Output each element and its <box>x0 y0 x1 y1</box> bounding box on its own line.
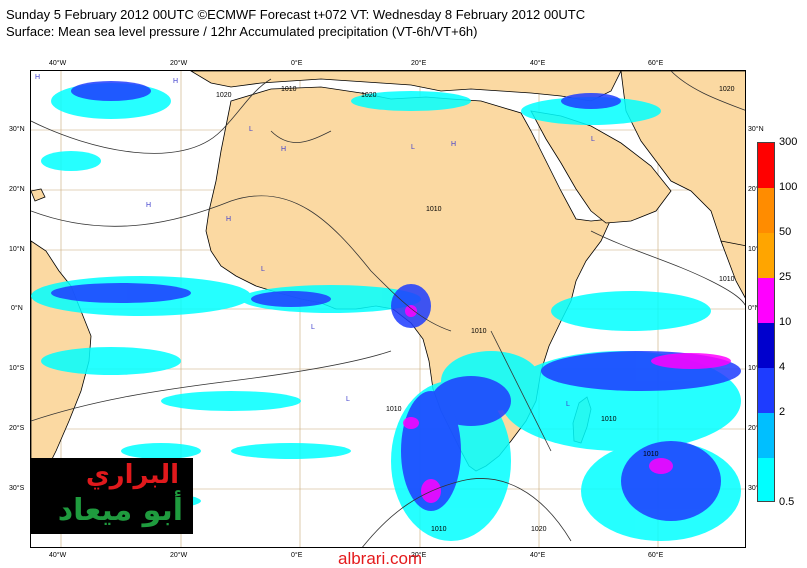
pressure-markers: H H H H H H L L L L L L L <box>35 74 595 408</box>
chart-title: Sunday 5 February 2012 00UTC ©ECMWF Fore… <box>6 7 586 22</box>
lat-label-left: 10°S <box>9 365 25 372</box>
low-pressure-marker: L <box>311 324 315 331</box>
isobar-label: 1010 <box>281 86 297 93</box>
isobar-label: 1010 <box>601 416 617 423</box>
chart-title-block: Sunday 5 February 2012 00UTC ©ECMWF Fore… <box>6 6 786 40</box>
high-pressure-marker: H <box>35 74 40 81</box>
legend-swatch-0-5 <box>758 458 774 501</box>
legend-label: 4 <box>779 361 786 373</box>
lon-label-bottom: 40°W <box>49 552 67 559</box>
site-watermark: albrari.com <box>338 549 423 568</box>
isobar-label: 1020 <box>216 92 232 99</box>
india-landmass <box>720 240 745 299</box>
legend-swatch-25 <box>758 278 774 323</box>
isobar-label: 1010 <box>426 206 442 213</box>
logo-text-line1: البراري <box>85 460 179 490</box>
legend-swatch-4 <box>758 368 774 413</box>
legend-label: 25 <box>779 271 792 283</box>
isobars <box>31 71 745 547</box>
legend-label: 300 <box>779 136 798 148</box>
lon-label-bottom: 40°E <box>530 552 546 559</box>
asia-landmass <box>620 71 745 271</box>
legend-swatch-2 <box>758 413 774 458</box>
arabia-landmass <box>530 110 672 224</box>
legend-label: 50 <box>779 226 792 238</box>
low-pressure-marker: L <box>566 401 570 408</box>
legend-label: 2 <box>779 406 786 418</box>
low-pressure-marker: L <box>249 126 253 133</box>
isobar-label: 1010 <box>431 526 447 533</box>
lon-label-top: 40°W <box>49 60 67 67</box>
isobar-label: 1010 <box>643 451 659 458</box>
lat-label-right: 30°S <box>748 485 764 492</box>
isobar-label: 1020 <box>531 526 547 533</box>
lat-label-left: 30°S <box>9 485 25 492</box>
high-pressure-marker: H <box>226 216 231 223</box>
legend-label: 0.5 <box>779 496 795 508</box>
lat-label-right: 20°S <box>748 425 764 432</box>
lat-label-right: 10°S <box>748 365 764 372</box>
lon-label-top: 0°E <box>291 60 303 67</box>
lat-label-right: 0°N <box>748 305 760 312</box>
legend-swatch-50 <box>758 233 774 278</box>
low-pressure-marker: L <box>591 136 595 143</box>
isobar-label: 1020 <box>361 92 377 99</box>
high-pressure-marker: H <box>173 78 178 85</box>
lon-label-top: 60°E <box>648 60 664 67</box>
high-pressure-marker: H <box>451 141 456 148</box>
legend-swatch-100 <box>758 188 774 233</box>
legend-swatch-10 <box>758 323 774 368</box>
legend-label: 10 <box>779 316 792 328</box>
albrari-logo: البراري أبو ميعاد <box>30 458 193 534</box>
isobar-label: 1010 <box>386 406 402 413</box>
lat-label-left: 30°N <box>9 126 25 133</box>
lon-label-top: 20°W <box>170 60 188 67</box>
lat-label-right: 30°N <box>748 126 764 133</box>
lon-label-bottom: 0°E <box>291 552 303 559</box>
lon-label-bottom: 20°E <box>411 552 427 559</box>
legend-label: 100 <box>779 181 798 193</box>
lon-label-top: 40°E <box>530 60 546 67</box>
lat-label-left: 20°S <box>9 425 25 432</box>
lat-label-left: 20°N <box>9 186 25 193</box>
lon-label-bottom: 60°E <box>648 552 664 559</box>
lon-label-top: 20°E <box>411 60 427 67</box>
low-pressure-marker: L <box>346 396 350 403</box>
chart-subtitle: Surface: Mean sea level pressure / 12hr … <box>6 24 478 39</box>
high-pressure-marker: H <box>146 202 151 209</box>
lon-label-bottom: 20°W <box>170 552 188 559</box>
isobar-label: 1010 <box>471 328 487 335</box>
isobar-labels: 1020 1010 1020 1010 1010 1010 1010 1020 … <box>216 86 735 533</box>
high-pressure-marker: H <box>281 146 286 153</box>
low-pressure-marker: L <box>261 266 265 273</box>
precipitation-legend <box>757 142 775 502</box>
legend-swatch-300 <box>758 143 774 188</box>
lat-label-right: 20°N <box>748 186 764 193</box>
low-pressure-marker: L <box>411 144 415 151</box>
logo-text-line2: أبو ميعاد <box>57 493 183 528</box>
lat-label-left: 10°N <box>9 246 25 253</box>
isobar-label: 1020 <box>719 86 735 93</box>
isobar-label: 1010 <box>719 276 735 283</box>
lat-label-right: 10°N <box>748 246 764 253</box>
lat-label-left: 0°N <box>11 305 23 312</box>
